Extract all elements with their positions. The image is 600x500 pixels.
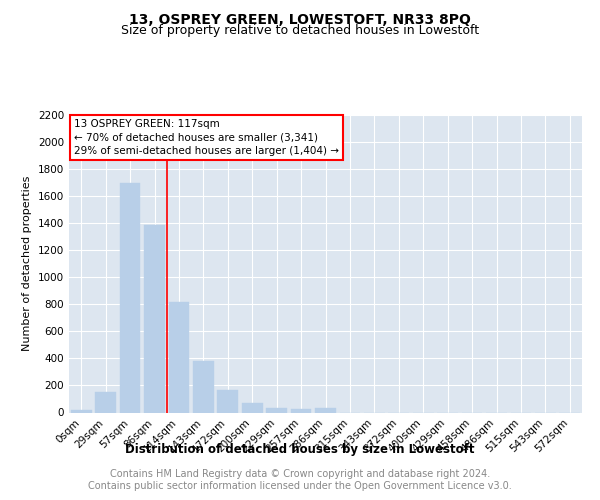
Text: Contains HM Land Registry data © Crown copyright and database right 2024.
Contai: Contains HM Land Registry data © Crown c… — [88, 469, 512, 490]
Text: Distribution of detached houses by size in Lowestoft: Distribution of detached houses by size … — [125, 442, 475, 456]
Bar — [290, 409, 311, 412]
Bar — [144, 224, 165, 412]
Bar — [315, 408, 336, 412]
Text: 13 OSPREY GREEN: 117sqm
← 70% of detached houses are smaller (3,341)
29% of semi: 13 OSPREY GREEN: 117sqm ← 70% of detache… — [74, 120, 339, 156]
Bar — [217, 390, 238, 412]
Y-axis label: Number of detached properties: Number of detached properties — [22, 176, 32, 352]
Bar — [119, 182, 140, 412]
Bar — [71, 410, 92, 412]
Text: Size of property relative to detached houses in Lowestoft: Size of property relative to detached ho… — [121, 24, 479, 37]
Bar — [242, 403, 263, 412]
Text: 13, OSPREY GREEN, LOWESTOFT, NR33 8PQ: 13, OSPREY GREEN, LOWESTOFT, NR33 8PQ — [129, 12, 471, 26]
Bar — [95, 392, 116, 412]
Bar — [193, 361, 214, 412]
Bar — [266, 408, 287, 412]
Bar — [169, 302, 190, 412]
